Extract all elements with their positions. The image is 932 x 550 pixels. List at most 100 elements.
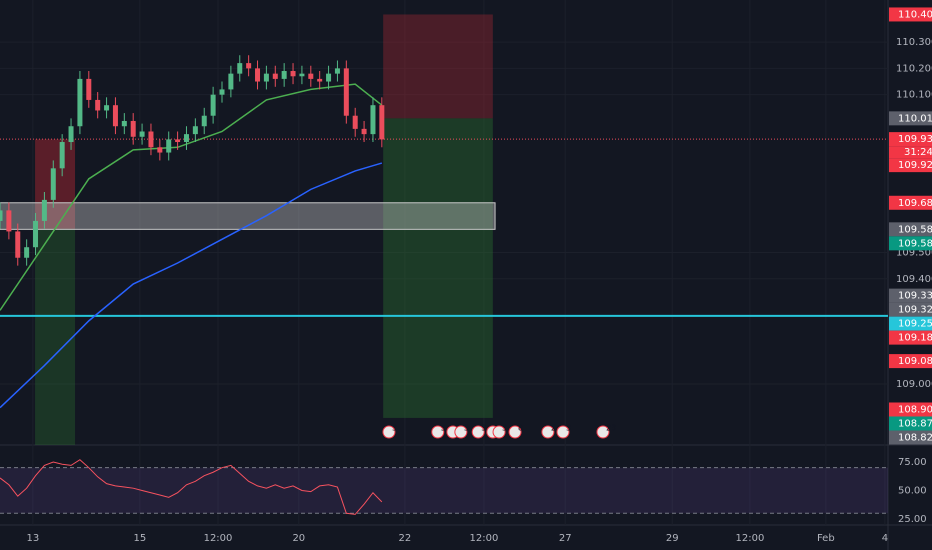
event-label: 3 xyxy=(464,424,469,433)
rsi-tick-label: 75.00 xyxy=(898,457,927,468)
candle-body xyxy=(317,78,323,82)
event-icon xyxy=(508,425,522,439)
price-badge xyxy=(889,288,932,303)
price-badge xyxy=(889,354,932,369)
rsi-tick-label: 25.00 xyxy=(898,514,927,525)
price-badge xyxy=(889,416,932,431)
zone xyxy=(35,228,76,445)
candle-body xyxy=(148,131,154,148)
candle-body xyxy=(157,147,163,153)
event-label: 3 xyxy=(392,424,397,433)
candle-body xyxy=(166,139,172,153)
x-tick-label: 27 xyxy=(559,533,572,544)
rsi-tick-label: 50.00 xyxy=(898,485,927,496)
candle-body xyxy=(272,73,278,79)
price-badge xyxy=(889,330,932,345)
price-badge xyxy=(889,316,932,331)
price-badge-label: 108.903 xyxy=(898,404,932,415)
candle-body xyxy=(326,73,332,82)
candle-body xyxy=(255,68,261,82)
zone xyxy=(383,118,493,418)
x-tick-label: 29 xyxy=(666,533,679,544)
price-badge-label: 109.189 xyxy=(898,333,932,344)
candle-body xyxy=(334,68,340,74)
price-badge xyxy=(889,430,932,445)
candle-body xyxy=(104,105,110,111)
price-badge xyxy=(889,7,932,22)
candle-body xyxy=(86,78,92,100)
price-badge-label: 108.824 xyxy=(898,432,932,443)
price-badge xyxy=(889,302,932,317)
candle-body xyxy=(24,247,30,258)
candle-body xyxy=(308,73,314,79)
event-icon xyxy=(492,425,506,439)
y-tick-label: 109.400 xyxy=(896,274,932,285)
candle-body xyxy=(121,120,127,127)
event-label: 8 xyxy=(518,424,523,433)
candle-body xyxy=(379,105,385,140)
price-badge xyxy=(889,195,932,210)
candle-body xyxy=(370,105,376,135)
candle-body xyxy=(210,94,216,116)
candle-body xyxy=(192,126,198,135)
event-icon xyxy=(382,425,396,439)
price-badge-label: 109.689 xyxy=(898,198,932,209)
price-badge xyxy=(889,402,932,417)
candle-body xyxy=(59,142,65,169)
price-badge-label: 109.926 xyxy=(898,160,932,171)
y-tick-label: 109.500 xyxy=(896,247,932,258)
event-icon xyxy=(541,425,555,439)
event-icon xyxy=(556,425,570,439)
candle-body xyxy=(290,71,296,77)
y-tick-label: 110.200 xyxy=(896,63,932,74)
candle-body xyxy=(263,73,269,82)
price-badge xyxy=(889,132,932,147)
price-badge-label: 109.931 xyxy=(898,134,932,145)
moving-average xyxy=(0,83,383,311)
event-label: 5 xyxy=(441,424,446,433)
zone xyxy=(383,14,493,119)
x-tick-label: 20 xyxy=(292,533,305,544)
event-icon xyxy=(454,425,468,439)
candle-body xyxy=(6,210,12,232)
x-tick-label: 12:00 xyxy=(470,533,499,544)
candle-body xyxy=(219,89,225,95)
event-label: 3 xyxy=(566,424,571,433)
price-badge xyxy=(889,158,932,173)
rsi-band xyxy=(0,467,888,514)
candle-body xyxy=(281,71,287,79)
candle-body xyxy=(343,68,349,116)
price-badge-label: 109.259 xyxy=(898,319,932,330)
price-badge-label: 109.336 xyxy=(898,291,932,302)
price-badge-label: 110.405 xyxy=(898,9,932,20)
candle-body xyxy=(299,73,305,77)
x-tick-label: 4 xyxy=(882,533,888,544)
candle-body xyxy=(175,139,181,143)
event-label: 3 xyxy=(502,424,507,433)
y-tick-label: 110.300 xyxy=(896,37,932,48)
candle-body xyxy=(68,126,74,143)
candle-body xyxy=(0,210,3,221)
event-icon xyxy=(471,425,485,439)
candle-body xyxy=(112,105,118,127)
candle-body xyxy=(237,63,243,74)
price-badge xyxy=(889,111,932,126)
price-badge-label: 109.588 xyxy=(898,224,932,235)
candle-body xyxy=(77,78,83,127)
countdown-badge xyxy=(889,146,932,159)
candle-body xyxy=(95,99,101,111)
candle-body xyxy=(361,128,367,135)
x-tick-label: 22 xyxy=(399,533,412,544)
price-badge-label: 109.585 xyxy=(898,238,932,249)
candle-body xyxy=(50,168,56,200)
price-badge-label: 109.325 xyxy=(898,305,932,316)
x-tick-label: 13 xyxy=(26,533,39,544)
candle-body xyxy=(352,115,358,129)
event-icon xyxy=(596,425,610,439)
price-badge-label: 109.087 xyxy=(898,356,932,367)
y-tick-label: 110.100 xyxy=(896,90,932,101)
event-label: 3 xyxy=(481,424,486,433)
candle-body xyxy=(201,115,207,127)
